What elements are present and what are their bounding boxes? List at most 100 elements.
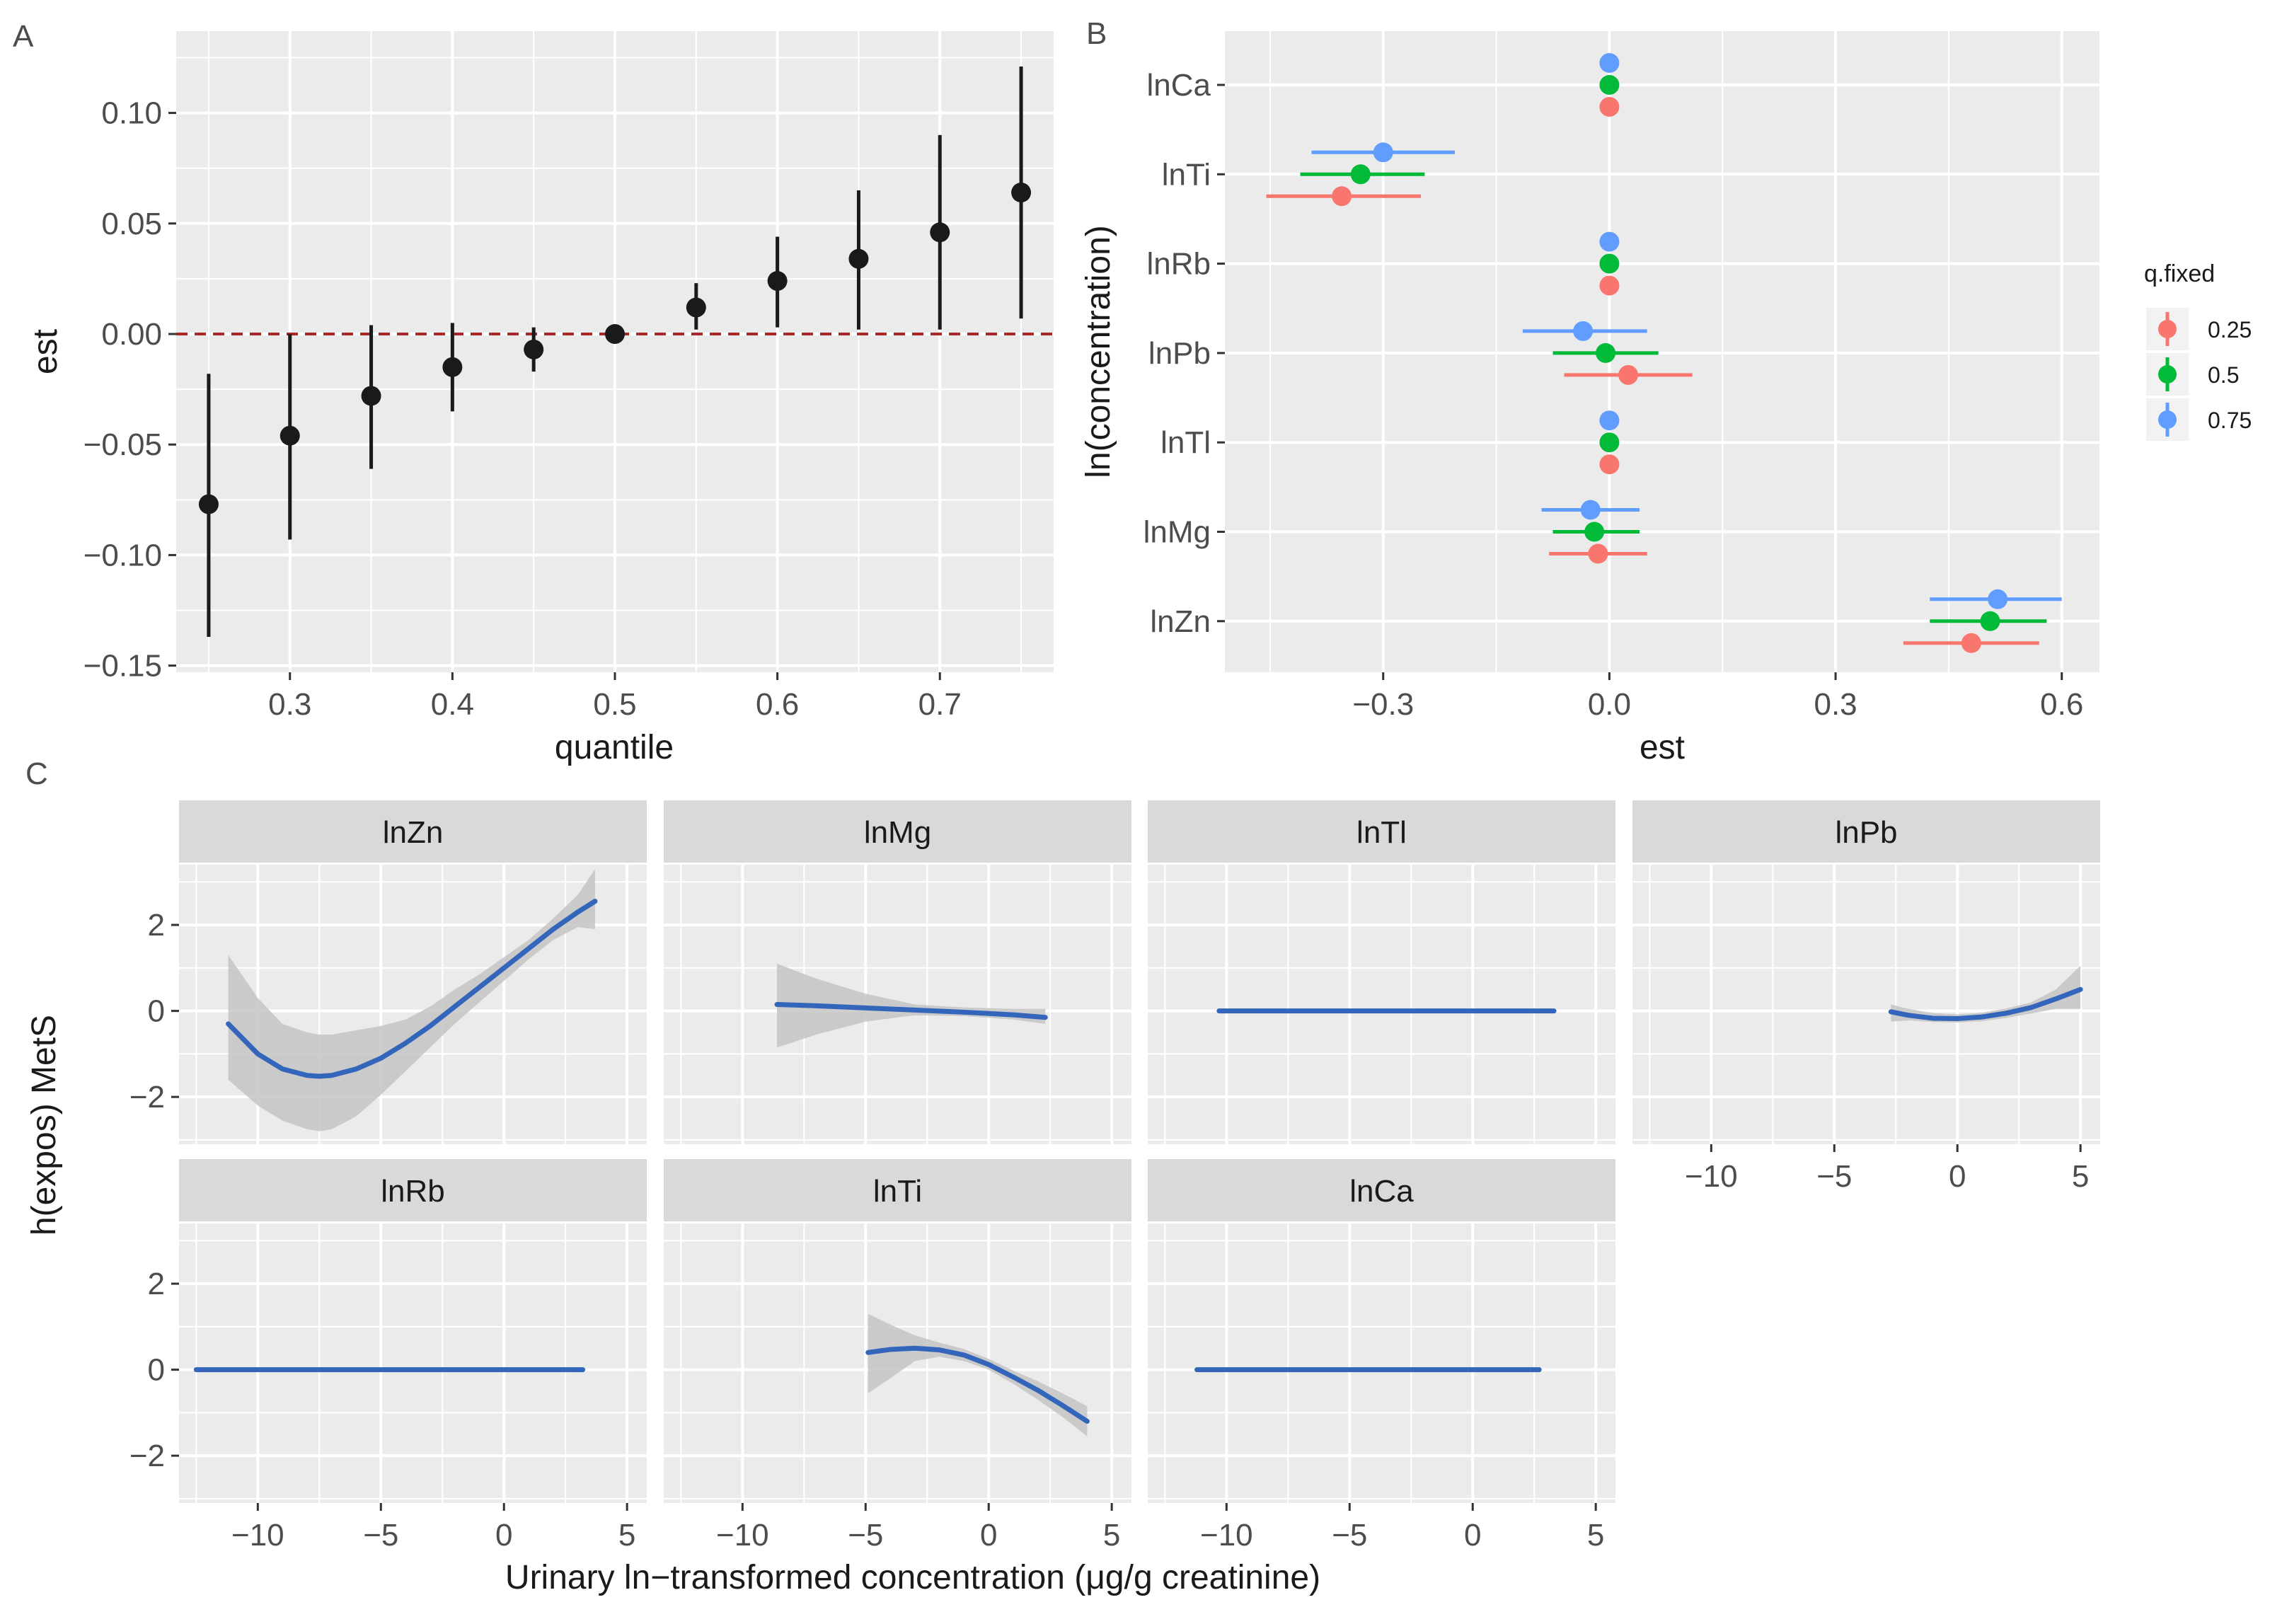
facet-x-tick-label: −10 [716, 1518, 769, 1553]
panel-b-category-label: lnMg [1143, 515, 1211, 550]
panel-a-y-tick-label: 0.00 [101, 317, 162, 352]
facet-y-tick-label: −2 [129, 1439, 165, 1473]
facet-y-tick-label: 2 [148, 1267, 165, 1301]
facet-response-line [226, 899, 598, 1079]
panel-c-x-axis-title: Urinary ln−transformed concentration (μg… [505, 1559, 1320, 1596]
facet-strip-label: lnMg [864, 815, 931, 850]
panel-a-y-tick-label: −0.10 [83, 538, 162, 572]
panel-b-estimates [1266, 53, 2062, 653]
facet-y-tick-label: 0 [148, 1353, 165, 1388]
panel-b-point [1988, 589, 2008, 609]
panel-a-estimates [176, 66, 1054, 638]
facet-strip [1148, 1159, 1615, 1221]
panel-b-x-tick-label: 0.0 [1588, 687, 1631, 722]
facet-response-line [865, 1345, 1090, 1424]
panel-a-y-axis-title: est [27, 329, 64, 374]
facet-strip-label: lnRb [381, 1174, 445, 1209]
facet-y-tick-label: 0 [148, 994, 165, 1029]
panel-b-category-label: lnRb [1147, 247, 1211, 282]
panel-a-x-axis-title: quantile [555, 729, 674, 766]
facet-strip [179, 1159, 647, 1221]
facet-x-tick-label: −10 [1200, 1518, 1253, 1553]
panel-b-point [1373, 142, 1393, 163]
panel-a-point [686, 297, 706, 318]
facet-x-tick-label: −5 [363, 1518, 398, 1553]
legend-key-point [2158, 320, 2177, 338]
panel-b-point [1961, 633, 1981, 653]
facet-y-tick-label: 2 [148, 908, 165, 943]
facet-x-tick-label: 5 [1103, 1518, 1120, 1553]
facet-strip-label: lnTl [1356, 815, 1407, 850]
panel-c-exposure-response: lnZn −2 0 2 lnMg lnTl lnPb −10 −5 0 5 lnRb −2 0 2 −10 −5… [25, 800, 2100, 1596]
panel-b-point [1599, 275, 1620, 296]
panel-b-x-axis-title: est [1640, 729, 1685, 766]
facet-x-tick-label: 5 [1587, 1518, 1604, 1553]
panel-a-x-tick-label: 0.5 [593, 687, 636, 722]
panel-b-category-label: lnTi [1162, 157, 1211, 192]
panel-b-point [1599, 75, 1620, 95]
facet-x-tick-label: 0 [980, 1518, 997, 1553]
legend-title: q.fixed [2144, 260, 2215, 287]
panel-b-x-tick-label: −0.3 [1352, 687, 1414, 722]
panel-b-x-tick-label: 0.6 [2040, 687, 2083, 722]
facet-strip [1148, 800, 1615, 863]
facet-strip-label: lnTi [873, 1174, 922, 1209]
facet-strip-label: lnZn [383, 815, 444, 850]
panel-a-point [442, 357, 463, 377]
panel-b-point [1599, 432, 1620, 453]
panel-b-ticks: −0.3 0.0 0.3 0.6 lnCa lnTi lnRb lnPb lnTl lnMg lnZ… [1143, 68, 2084, 722]
facet-response-line [774, 1002, 1048, 1020]
panel-a-point [767, 271, 788, 292]
panel-a-point [280, 425, 300, 446]
facet-x-tick-label: −5 [1332, 1518, 1367, 1553]
facet-strip [1632, 800, 2100, 863]
legend-key-point [2158, 410, 2177, 429]
panel-b-category-label: lnZn [1150, 604, 1211, 639]
panel-a-quantile-effects: 0.3 0.4 0.5 0.6 0.7 −0.15 −0.10 −0.05 0.00 0.05 0.… [27, 31, 1054, 766]
panel-a-point [848, 248, 869, 269]
panel-a-y-tick-label: −0.15 [83, 649, 162, 684]
panel-label-a: A [13, 19, 34, 54]
panel-b-element-estimates: −0.3 0.0 0.3 0.6 lnCa lnTi lnRb lnPb lnTl lnMg lnZ… [1080, 31, 2252, 766]
panel-b-point [1573, 321, 1594, 341]
panel-b-category-label: lnTl [1160, 425, 1211, 460]
panel-b-category-label: lnPb [1148, 336, 1211, 371]
panel-a-point [605, 324, 625, 345]
facet-x-tick-label: −10 [231, 1518, 284, 1553]
panel-a-point [930, 222, 950, 243]
panel-a-x-tick-label: 0.7 [918, 687, 962, 722]
facet-x-tick-label: −10 [1685, 1159, 1738, 1194]
panel-a-point [524, 339, 544, 359]
panel-b-point [1588, 543, 1608, 564]
panel-b-point [1599, 410, 1620, 431]
facet-strip [664, 1159, 1131, 1221]
panel-b-y-axis-title: ln(concentration) [1080, 225, 1117, 478]
facet-x-tick-label: 5 [2072, 1159, 2089, 1194]
panel-b-legend: q.fixed 0.25 0.5 0.75 [2144, 260, 2252, 441]
panel-b-x-tick-label: 0.3 [1814, 687, 1857, 722]
panel-b-point [1599, 253, 1620, 274]
legend-entry-label: 0.25 [2208, 317, 2252, 342]
panel-b-point [1618, 364, 1639, 385]
facet-strip [179, 800, 647, 863]
facet-strip-label: lnPb [1835, 815, 1897, 850]
panel-c-facets: lnZn −2 0 2 lnMg lnTl lnPb −10 −5 0 5 lnRb −2 0 2 −10 −5… [129, 800, 2100, 1553]
legend-key-point [2158, 365, 2177, 384]
panel-b-category-label: lnCa [1147, 68, 1211, 103]
legend-entry-label: 0.5 [2208, 362, 2239, 388]
facet-y-tick-label: −2 [129, 1080, 165, 1115]
facet-x-tick-label: −5 [1816, 1159, 1852, 1194]
panel-a-y-tick-label: −0.05 [83, 427, 162, 462]
facet-confidence-band [777, 963, 1046, 1048]
panel-a-point [198, 494, 219, 514]
panel-label-c: C [25, 756, 48, 791]
facet-panel-background [1148, 865, 1615, 1144]
panel-b-point [1596, 342, 1616, 363]
facet-x-tick-label: −5 [848, 1518, 883, 1553]
panel-b-point [1980, 611, 2000, 631]
panel-b-point [1584, 522, 1605, 542]
facet-confidence-band [868, 1313, 1088, 1436]
facet-panel-background [179, 1223, 647, 1503]
panel-a-x-tick-label: 0.3 [268, 687, 311, 722]
